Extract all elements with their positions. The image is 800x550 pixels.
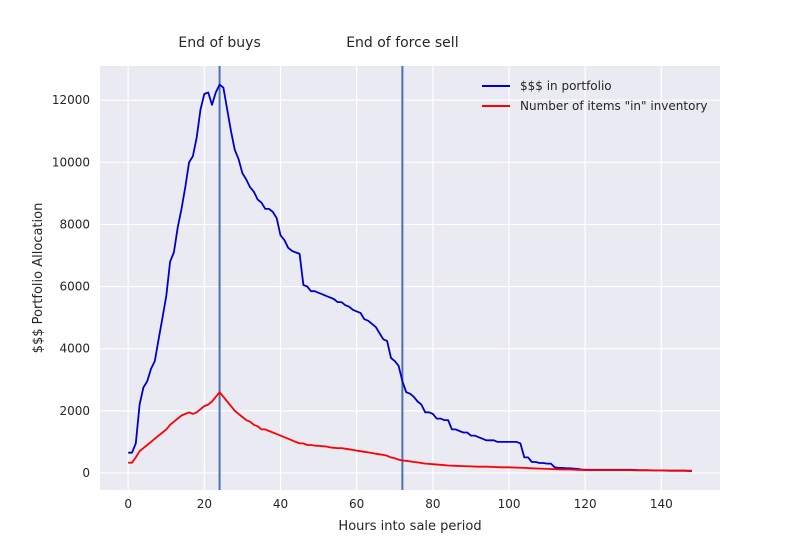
y-axis-ticks: 0 2000 4000 6000 8000 10000 12000 bbox=[52, 93, 90, 480]
y-tick-label: 0 bbox=[82, 466, 90, 480]
x-tick-label: 40 bbox=[273, 497, 288, 511]
y-tick-label: 6000 bbox=[59, 280, 90, 294]
x-tick-label: 60 bbox=[349, 497, 364, 511]
vertical-marker-label: End of force sell bbox=[346, 35, 458, 51]
x-tick-label: 120 bbox=[574, 497, 597, 511]
vertical-marker-label: End of buys bbox=[178, 35, 260, 51]
series-lines bbox=[128, 83, 692, 472]
x-axis-label: Hours into sale period bbox=[338, 519, 481, 534]
y-tick-label: 8000 bbox=[59, 217, 90, 231]
x-tick-label: 100 bbox=[498, 497, 521, 511]
legend: $$$ in portfolio Number of items "in" inv… bbox=[482, 79, 707, 113]
series-line bbox=[128, 391, 692, 472]
grid-lines bbox=[100, 66, 720, 490]
plot-background bbox=[100, 66, 720, 490]
y-tick-label: 12000 bbox=[52, 93, 90, 107]
vertical-markers: End of buys End of force sell bbox=[178, 35, 459, 490]
x-tick-label: 80 bbox=[425, 497, 440, 511]
y-tick-label: 10000 bbox=[52, 155, 90, 169]
y-tick-label: 2000 bbox=[59, 404, 90, 418]
x-axis-ticks: 0 20 40 60 80 100 120 140 bbox=[124, 497, 672, 511]
y-tick-label: 4000 bbox=[59, 342, 90, 356]
legend-entry: Number of items "in" inventory bbox=[520, 99, 707, 113]
series-line bbox=[128, 83, 692, 472]
y-axis-label: $$$ Portfolio Allocation bbox=[31, 203, 46, 354]
x-tick-label: 20 bbox=[197, 497, 212, 511]
legend-entry: $$$ in portfolio bbox=[520, 79, 612, 93]
x-tick-label: 0 bbox=[124, 497, 132, 511]
x-tick-label: 140 bbox=[650, 497, 673, 511]
